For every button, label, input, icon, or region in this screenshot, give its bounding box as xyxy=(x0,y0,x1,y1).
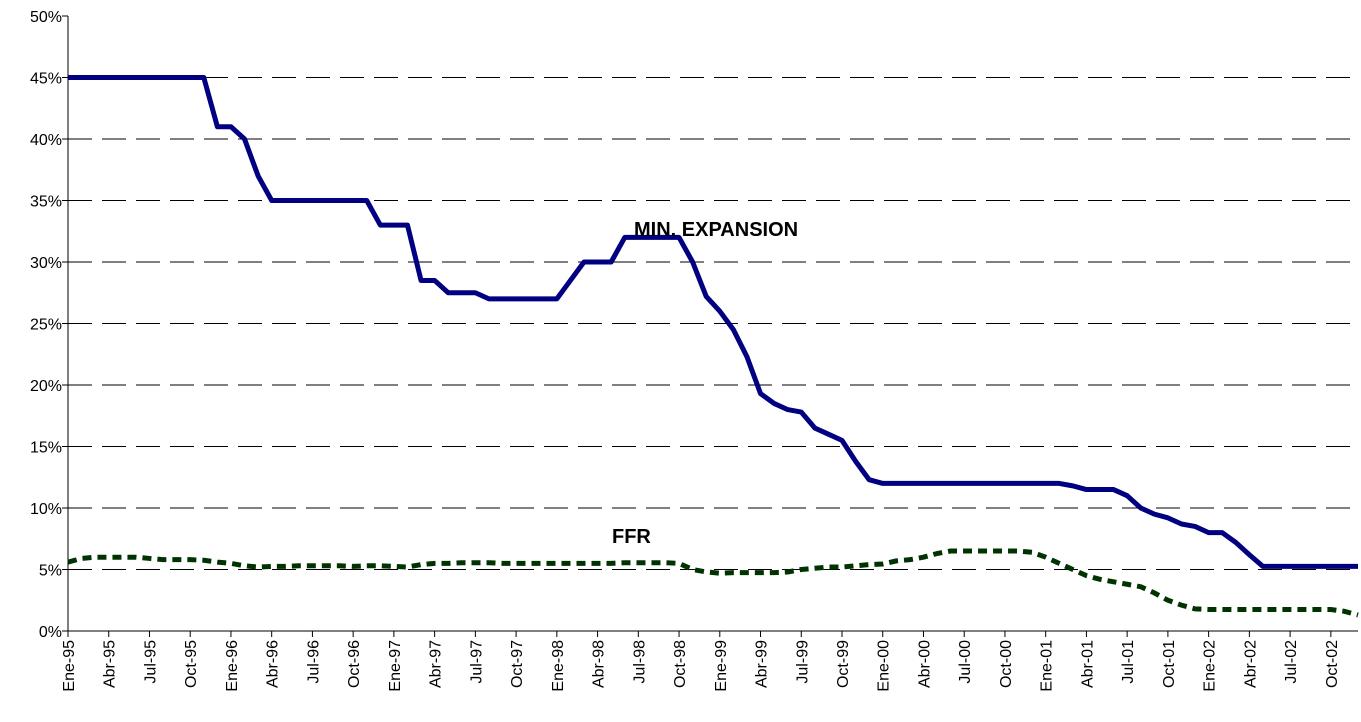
x-tick-label: Oct-98 xyxy=(672,640,689,688)
series-line xyxy=(67,548,1359,618)
x-tick-label: Jul-02 xyxy=(1283,640,1300,684)
x-tick-label: Ene-02 xyxy=(1202,640,1219,692)
x-tick-label: Oct-01 xyxy=(1161,640,1178,688)
x-tick-label: Ene-01 xyxy=(1039,640,1056,692)
series-line xyxy=(68,75,1358,569)
x-tick-label: Oct-97 xyxy=(509,640,526,688)
x-tick-label: Ene-00 xyxy=(876,640,893,692)
y-tick-label: 50% xyxy=(30,9,62,26)
x-tick-label: Abr-01 xyxy=(1079,640,1096,688)
x-tick-label: Jul-96 xyxy=(305,640,322,684)
x-tick-label: Jul-00 xyxy=(957,640,974,684)
y-tick-label: 10% xyxy=(30,501,62,518)
x-tick-label: Ene-97 xyxy=(387,640,404,692)
x-tick-label: Oct-95 xyxy=(183,640,200,688)
x-tick-label: Abr-97 xyxy=(428,640,445,688)
x-tick-label: Abr-96 xyxy=(265,640,282,688)
y-tick-label: 5% xyxy=(39,563,62,580)
x-tick-label: Jul-99 xyxy=(794,640,811,684)
x-tick-label: Abr-98 xyxy=(591,640,608,688)
x-tick-label: Ene-96 xyxy=(224,640,241,692)
x-tick-label: Oct-02 xyxy=(1324,640,1341,688)
y-tick-label: 40% xyxy=(30,132,62,149)
y-tick-label: 25% xyxy=(30,317,62,334)
y-tick-label: 0% xyxy=(39,624,62,641)
x-tick-label: Oct-99 xyxy=(835,640,852,688)
series-label: MIN. EXPANSION xyxy=(634,219,798,241)
y-tick-label: 45% xyxy=(30,71,62,88)
x-tick-label: Abr-02 xyxy=(1242,640,1259,688)
y-tick-label: 15% xyxy=(30,440,62,457)
x-tick-label: Jul-95 xyxy=(142,640,159,684)
x-tick-label: Oct-00 xyxy=(998,640,1015,688)
x-tick-label: Ene-99 xyxy=(713,640,730,692)
x-tick-label: Jul-01 xyxy=(1120,640,1137,684)
y-tick-label: 35% xyxy=(30,194,62,211)
series-label: FFR xyxy=(612,526,651,548)
x-tick-label: Abr-99 xyxy=(754,640,771,688)
x-tick-label: Abr-00 xyxy=(916,640,933,688)
y-tick-label: 30% xyxy=(30,255,62,272)
x-tick-label: Abr-95 xyxy=(102,640,119,688)
x-tick-label: Jul-97 xyxy=(468,640,485,684)
x-tick-label: Jul-98 xyxy=(631,640,648,684)
x-tick-label: Oct-96 xyxy=(346,640,363,688)
y-tick-label: 20% xyxy=(30,378,62,395)
x-tick-label: Ene-98 xyxy=(550,640,567,692)
x-tick-label: Ene-95 xyxy=(61,640,78,692)
